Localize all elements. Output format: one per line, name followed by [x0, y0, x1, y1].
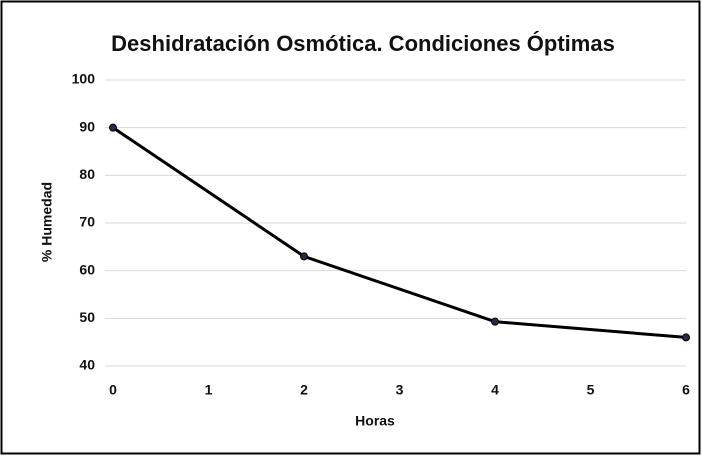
- x-tick-label: 6: [682, 382, 690, 398]
- point: [682, 333, 690, 342]
- y-axis-label: % Humedad: [39, 182, 55, 262]
- x-tick-label: 0: [109, 382, 117, 398]
- line: [112, 126, 687, 339]
- point: [491, 317, 499, 326]
- y-tick-label: 90: [79, 118, 95, 134]
- point: [109, 123, 117, 132]
- y-tick-label: 80: [79, 166, 95, 182]
- y-tick-label: 40: [79, 357, 95, 373]
- y-tick-label: 70: [79, 214, 95, 230]
- chart-title: Deshidratación Osmótica. Condiciones Ópt…: [111, 31, 615, 56]
- x-axis-label: Horas: [355, 413, 395, 429]
- x-tick-label: 3: [396, 382, 404, 398]
- x-tick-label: 2: [300, 382, 308, 398]
- x-tick-label: 4: [491, 382, 499, 398]
- x-tick-label: 1: [205, 382, 213, 398]
- y-tick-label: 60: [79, 261, 95, 277]
- y-tick-label: 100: [72, 71, 96, 87]
- y-tick-label: 50: [79, 309, 95, 325]
- x-tick-label: 5: [587, 382, 595, 398]
- point: [300, 252, 308, 261]
